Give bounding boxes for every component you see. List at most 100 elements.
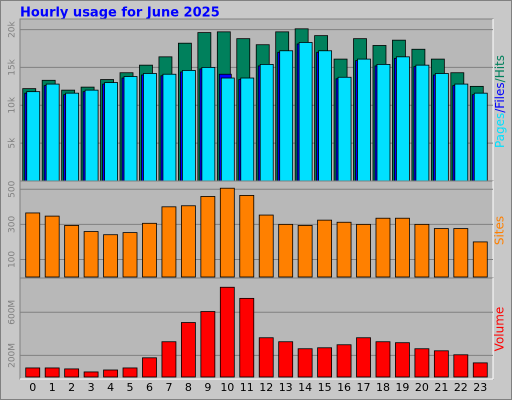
- chart-title: Hourly usage for June 2025: [20, 6, 220, 21]
- bar: [356, 223, 371, 278]
- y-tick-label: 200M: [8, 343, 18, 368]
- x-tick-label: 16: [337, 381, 351, 394]
- legend-entry: Files: [493, 82, 507, 108]
- bar: [434, 73, 449, 182]
- bar: [297, 348, 313, 378]
- bar: [25, 212, 41, 278]
- legend-entry: Pages: [493, 113, 507, 148]
- bar: [201, 67, 216, 182]
- bar: [414, 348, 430, 378]
- bar: [473, 92, 488, 182]
- y-tick-label: 300: [8, 216, 18, 233]
- y-tick-label: 10k: [8, 96, 18, 113]
- bar: [259, 64, 274, 182]
- bar: [239, 297, 255, 378]
- bar: [318, 50, 333, 182]
- y-axis-label: Sites: [493, 216, 507, 245]
- x-tick-label: 18: [376, 381, 390, 394]
- bar: [472, 241, 488, 278]
- bar: [279, 50, 294, 182]
- bar: [103, 369, 118, 378]
- bar: [200, 196, 216, 278]
- x-tick-label: 20: [415, 381, 429, 394]
- x-tick-label: 6: [146, 381, 153, 394]
- plot-area: [19, 180, 494, 280]
- bar: [258, 337, 274, 378]
- bar: [454, 83, 469, 182]
- bar: [297, 225, 313, 278]
- bar: [25, 367, 41, 378]
- bar: [337, 76, 352, 182]
- bar: [396, 56, 410, 182]
- bar: [395, 217, 410, 278]
- bar: [375, 341, 391, 378]
- y-tick-label: 5k: [8, 137, 18, 149]
- x-tick-label: 13: [279, 381, 293, 394]
- bar: [180, 205, 196, 278]
- bar: [453, 354, 469, 378]
- bar: [26, 91, 41, 182]
- bar: [161, 341, 177, 378]
- x-tick-label: 14: [298, 381, 312, 394]
- y-axis-label: Volume: [493, 307, 507, 352]
- bar: [161, 206, 177, 278]
- bar: [83, 231, 99, 278]
- bar: [83, 371, 99, 378]
- bar: [45, 83, 60, 182]
- legend-separator: /: [493, 77, 507, 82]
- x-tick-label: 9: [204, 381, 211, 394]
- bar: [103, 234, 118, 278]
- y-tick-label: 600M: [8, 300, 18, 325]
- x-tick-label: 22: [454, 381, 468, 394]
- bar: [239, 195, 255, 278]
- x-tick-label: 23: [473, 381, 487, 394]
- legend-entry: Hits: [493, 55, 507, 78]
- bar: [317, 219, 333, 278]
- x-tick-label: 5: [127, 381, 134, 394]
- bar: [317, 347, 333, 378]
- bar: [240, 77, 255, 182]
- bar: [376, 64, 391, 182]
- x-tick-label: 0: [29, 381, 36, 394]
- x-tick-label: 7: [165, 381, 172, 394]
- bar: [472, 362, 488, 378]
- bar: [220, 77, 235, 182]
- bar: [64, 368, 80, 378]
- x-tick-label: 4: [107, 381, 114, 394]
- x-tick-label: 3: [88, 381, 95, 394]
- y-tick-label: 15k: [8, 58, 18, 75]
- y-axis-label: Pages/Files/Hits: [493, 55, 507, 148]
- x-tick-label: 21: [434, 381, 448, 394]
- bar: [104, 82, 118, 182]
- bar: [433, 228, 449, 278]
- bar: [278, 341, 294, 378]
- bar: [298, 42, 313, 182]
- x-tick-label: 1: [49, 381, 56, 394]
- y-tick-label: 100: [8, 251, 18, 268]
- bar: [200, 311, 216, 378]
- x-tick-label: 10: [220, 381, 234, 394]
- y-tick-label: 20k: [8, 20, 18, 37]
- x-tick-label: 11: [240, 381, 254, 394]
- legend-separator: /: [493, 108, 507, 113]
- x-tick-label: 12: [259, 381, 273, 394]
- bar: [84, 89, 99, 182]
- x-tick-label: 8: [185, 381, 192, 394]
- bar: [181, 70, 196, 182]
- bar: [414, 223, 430, 278]
- x-tick-label: 2: [68, 381, 75, 394]
- bar: [278, 223, 294, 278]
- bar: [143, 73, 157, 182]
- bar: [219, 187, 235, 278]
- bar: [64, 225, 80, 278]
- bar: [142, 357, 157, 378]
- bar: [122, 232, 138, 278]
- bar: [258, 214, 274, 278]
- bar: [123, 76, 138, 182]
- bar: [180, 322, 196, 378]
- bar: [357, 58, 371, 182]
- bar: [65, 92, 80, 182]
- bar: [122, 367, 138, 378]
- bar: [162, 73, 177, 182]
